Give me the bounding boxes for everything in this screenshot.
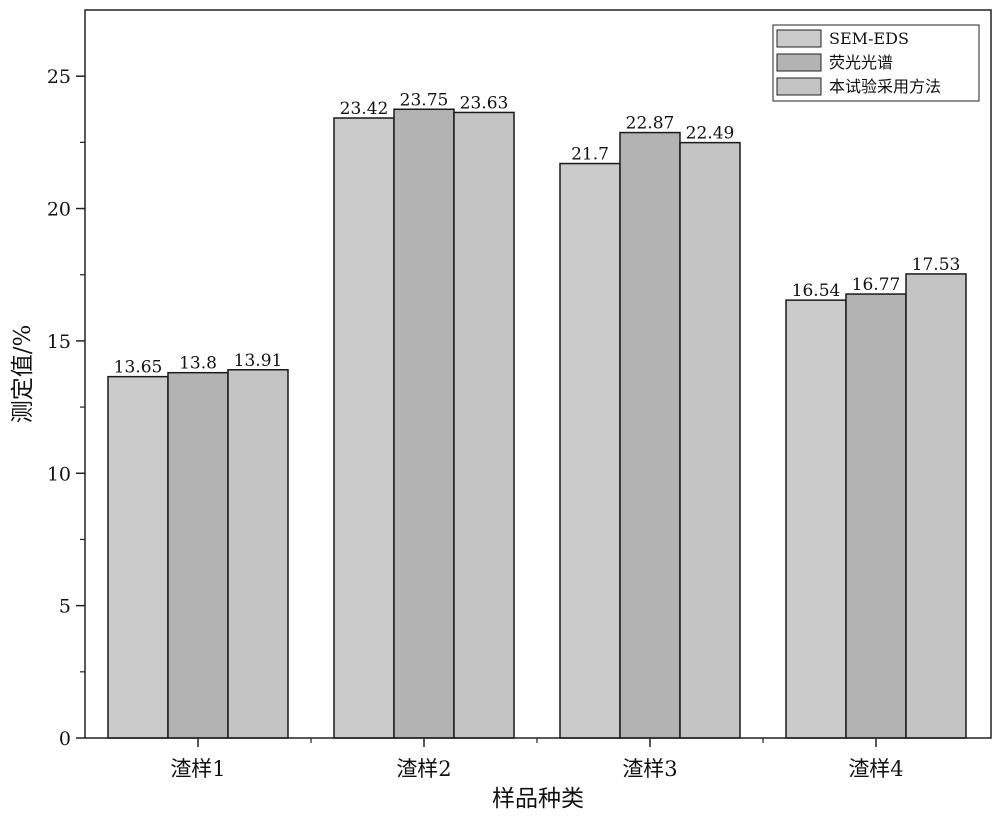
legend-label: 本试验采用方法 [829, 77, 941, 96]
y-tick-label: 0 [59, 728, 71, 750]
bar [785, 299, 847, 739]
x-axis: 渣样1 渣样2 渣样3 渣样4 [170, 738, 904, 781]
bar [619, 131, 681, 739]
bar [679, 141, 741, 739]
y-tick-label: 10 [47, 463, 71, 485]
legend-swatch [776, 53, 822, 72]
bar [167, 371, 229, 739]
legend-item: 本试验采用方法 [776, 77, 941, 96]
bar-value-label: 21.7 [571, 145, 609, 165]
bar [333, 117, 395, 739]
bar [453, 111, 515, 739]
value-labels-layer: 13.65 13.8 13.91 23.42 23.75 23.63 21.7 22.87 22… [114, 90, 961, 377]
bar [393, 108, 455, 739]
x-tick-label: 渣样1 [170, 757, 225, 781]
legend: SEM-EDS 荧光光谱 本试验采用方法 [772, 24, 980, 102]
bars-layer [107, 108, 967, 739]
bar [905, 273, 967, 739]
legend-label: 荧光光谱 [829, 53, 893, 72]
bar-value-label: 16.77 [852, 275, 901, 295]
bar-value-label: 22.87 [626, 114, 675, 134]
y-axis-title: 测定值/% [10, 325, 36, 424]
y-tick-label: 5 [59, 596, 71, 618]
legend-label: SEM-EDS [829, 29, 909, 48]
legend-swatch [776, 77, 822, 96]
x-tick-label: 渣样3 [622, 757, 677, 781]
legend-item: SEM-EDS [776, 29, 909, 48]
bar-value-label: 17.53 [912, 255, 961, 275]
bar-value-label: 23.42 [340, 99, 389, 119]
y-tick-label: 20 [47, 199, 71, 221]
legend-item: 荧光光谱 [776, 53, 893, 72]
bar [559, 162, 621, 739]
bar [845, 293, 907, 739]
y-tick-label: 25 [47, 66, 71, 88]
legend-swatch [776, 29, 822, 48]
x-tick-label: 渣样2 [396, 757, 451, 781]
bar-value-label: 16.54 [792, 281, 841, 301]
x-tick-label: 渣样4 [848, 757, 903, 781]
bar-value-label: 23.63 [460, 93, 509, 113]
y-tick-label: 15 [47, 331, 71, 353]
bar-value-label: 22.49 [686, 124, 735, 144]
bar-value-label: 13.65 [114, 358, 163, 378]
bar-value-label: 13.8 [179, 354, 217, 374]
bar [227, 369, 289, 739]
y-axis: 0 5 10 15 20 25 [47, 66, 85, 750]
plot-frame [84, 9, 992, 739]
bar [107, 375, 169, 739]
bar-value-label: 13.91 [234, 351, 283, 371]
bar-value-label: 23.75 [400, 90, 449, 110]
x-axis-title: 样品种类 [492, 786, 584, 812]
